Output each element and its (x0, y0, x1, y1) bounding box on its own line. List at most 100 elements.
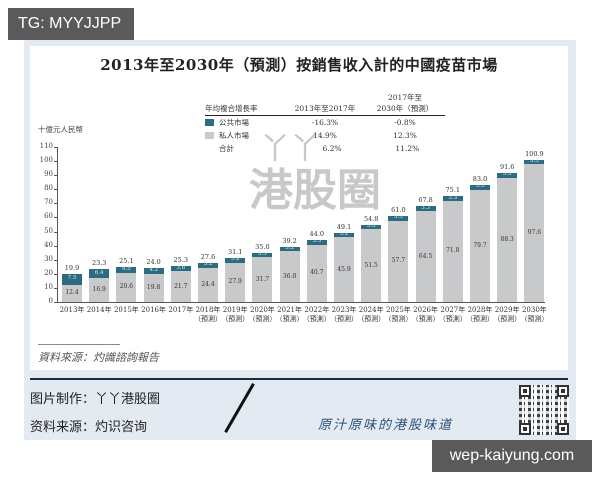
bar-segment-private (334, 237, 354, 302)
cagr-private-1: 14.9% (313, 131, 337, 140)
bar-private-label: 21.7 (174, 282, 188, 290)
qr-finder-icon (519, 385, 531, 397)
bar-segment-public (143, 268, 164, 275)
cagr-header-label: 年均複合增長率 (205, 104, 258, 113)
source-note: 資料來源：灼識諮詢報告 (38, 351, 159, 364)
cagr-header: 年均複合增長率 2013年至2017年 2017年至 2030年（預測） (205, 92, 445, 116)
y-tick-mark (54, 245, 58, 247)
bar-segment-private (252, 257, 273, 302)
legend-label-private: 私人市場 (219, 131, 249, 140)
cagr-header-period1: 2013年至2017年 (294, 104, 356, 113)
bar-total-label: 67.8 (418, 196, 433, 205)
bar-public-label: 3.3 (394, 214, 403, 221)
x-tick-label: 2023年 （預測） (330, 306, 358, 323)
bar-2019年 (225, 258, 246, 302)
bar-public-label: 6.4 (94, 269, 104, 276)
footer-source: 资料来源：灼识咨询 (30, 419, 148, 434)
y-tick-mark (54, 287, 58, 289)
bar-total-label: 54.8 (363, 214, 379, 223)
y-tick-label: 100 (39, 156, 53, 165)
bar-segment-private (388, 220, 409, 302)
x-axis (57, 302, 545, 303)
x-tick-label: 2028年 （預測） (466, 306, 494, 323)
legend-row-public: 公共市場 -16.3% -0.8% (205, 116, 445, 129)
bar-segment-public (198, 263, 218, 268)
bar-segment-private (470, 189, 490, 302)
x-tick-label: 2014年 (86, 306, 112, 314)
legend-row-total: 合計 6.2% 11.2% (205, 142, 445, 155)
cagr-public-1: -16.3% (311, 118, 339, 127)
bar-public-label: 3.2 (339, 231, 349, 238)
y-tick-mark (54, 302, 58, 303)
bar-private-label: 57.7 (391, 257, 406, 265)
bar-total-label: 25.1 (119, 256, 134, 265)
bar-2023年 (334, 232, 354, 302)
x-tick-label: 2015年 (113, 306, 139, 314)
y-tick-label: 40 (44, 240, 53, 249)
bar-segment-public (279, 246, 300, 252)
bar-total-label: 25.3 (173, 256, 189, 265)
x-tick-label: 2013年 (59, 306, 85, 314)
bar-2024年 (361, 224, 382, 302)
site-badge: wep-kaiyung.com (432, 440, 592, 472)
bar-public-label: 3.2 (203, 261, 213, 268)
bar-total-label: 27.6 (200, 253, 216, 262)
bar-total-label: 83.0 (472, 175, 488, 184)
bar-private-label: 64.5 (418, 252, 433, 260)
bar-total-label: 23.3 (91, 259, 107, 268)
bar-2021年 (279, 246, 300, 302)
y-tick-label: 10 (44, 282, 53, 291)
bar-public-label: 3.3 (366, 223, 376, 230)
cagr-private-2: 12.3% (393, 131, 417, 140)
y-tick-label: 80 (44, 184, 53, 193)
bar-private-label: 20.6 (119, 283, 134, 291)
x-tick-label: 2016年 (141, 306, 166, 314)
bar-segment-public (334, 232, 354, 238)
bar-2027年 (442, 196, 463, 302)
x-tick-label: 2020年 （預測） (248, 306, 277, 323)
bar-segment-private (415, 211, 436, 302)
y-tick-mark (54, 147, 58, 148)
bar-2030年 (524, 159, 545, 302)
bar-total-label: 19.9 (64, 263, 80, 272)
bar-segment-private (306, 244, 327, 302)
bar-private-label: 36.0 (282, 272, 297, 280)
x-tick-label: 2024年 （預測） (357, 306, 386, 323)
bar-public-label: 4.2 (149, 267, 158, 274)
bar-total-label: 61.0 (391, 206, 406, 215)
qr-finder-icon (557, 385, 569, 397)
legend-swatch-private (205, 132, 214, 139)
bar-public-label: 3.3 (502, 171, 512, 178)
bar-segment-public (170, 266, 191, 272)
chart-title: 2013年至2030年（預測）按銷售收入計的中國疫苗市場 (100, 56, 498, 74)
x-tick-label: 2026年 （預測） (411, 306, 440, 323)
legend-label-total: 合計 (219, 144, 234, 153)
bar-public-label: 3.3 (258, 251, 267, 257)
cagr-legend-table: 年均複合增長率 2013年至2017年 2017年至 2030年（預測） 公共市… (205, 92, 445, 155)
bar-segment-private (524, 164, 545, 302)
bar-total-label: 100.9 (525, 149, 544, 158)
bar-private-label: 97.6 (527, 229, 542, 237)
bar-2015年 (116, 266, 137, 302)
cagr-total-2: 11.2% (395, 144, 420, 153)
bar-2025年 (388, 216, 409, 302)
qr-finder-icon (557, 423, 569, 435)
bar-public-label: 3.3 (312, 238, 322, 245)
footer-slogan: 原汁原味的港股味道 (318, 418, 454, 433)
bar-2029年 (497, 172, 518, 302)
bar-segment-private (62, 284, 82, 302)
bar-segment-private (116, 272, 137, 302)
cagr-total-1: 6.2% (322, 144, 342, 153)
y-tick-mark (54, 273, 58, 275)
bar-public-label: 3.3 (530, 158, 539, 165)
bar-public-label: 7.5 (67, 275, 77, 282)
bar-private-label: 16.9 (92, 286, 106, 294)
bar-total-label: 24.0 (146, 258, 161, 267)
bar-segment-private (279, 251, 300, 302)
legend-label-public: 公共市場 (219, 118, 249, 127)
bar-public-label: 3.3 (475, 183, 485, 190)
x-tick-label: 2019年 （預測） (221, 306, 250, 323)
y-tick-mark (54, 203, 58, 205)
bar-2017年 (170, 266, 191, 302)
cagr-public-2: -0.8% (394, 118, 416, 127)
